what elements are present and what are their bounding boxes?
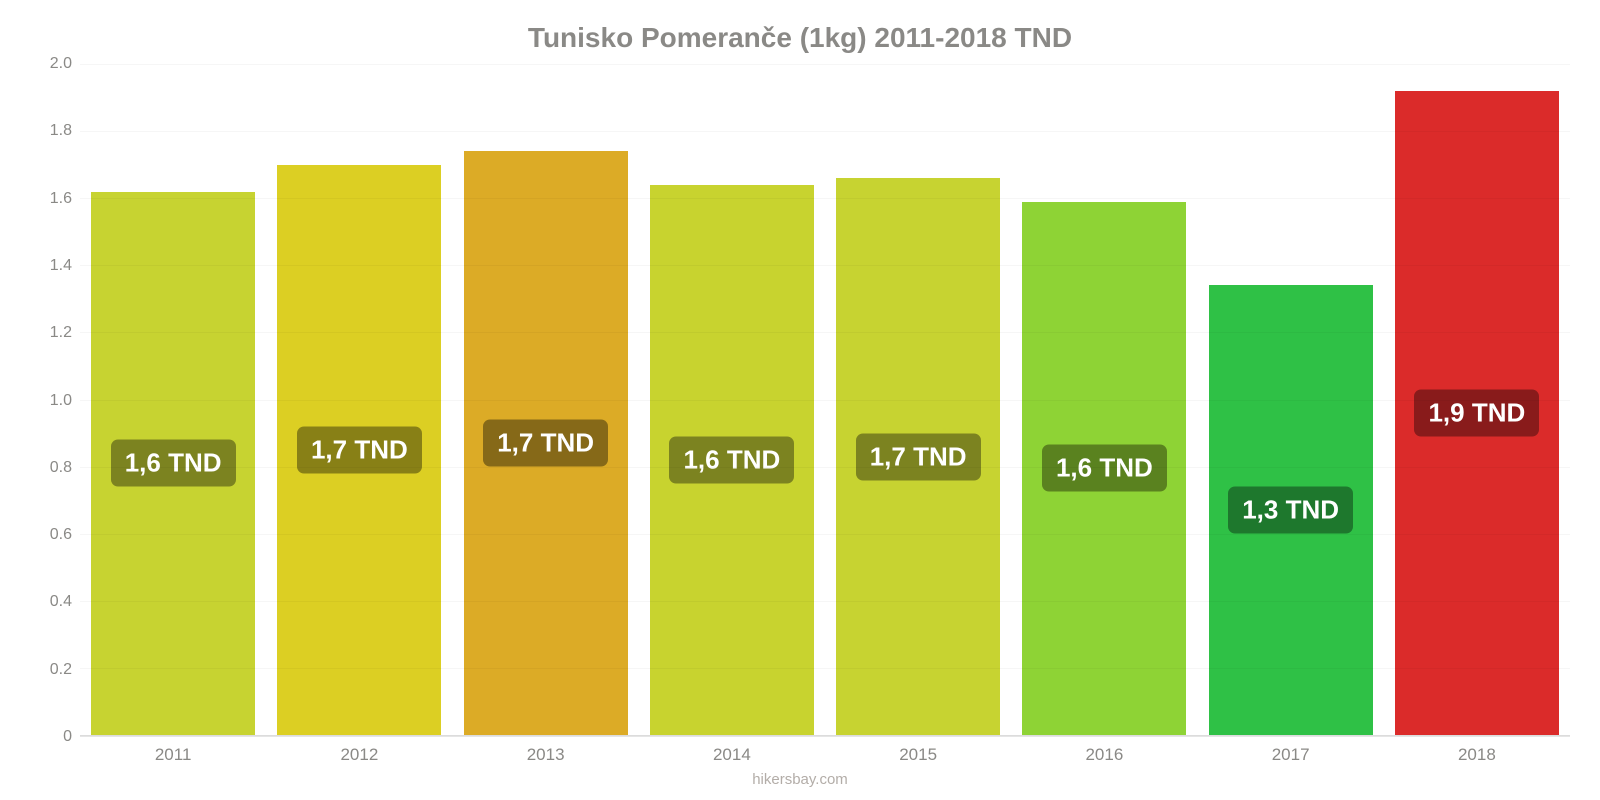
gridline	[80, 131, 1570, 132]
attribution: hikersbay.com	[0, 771, 1600, 800]
bar-value-label: 1,6 TND	[669, 436, 794, 483]
x-tick-label: 2018	[1384, 737, 1570, 771]
bar-value-label: 1,3 TND	[1228, 487, 1353, 534]
y-tick-label: 0.8	[50, 459, 72, 477]
chart-title: Tunisko Pomeranče (1kg) 2011-2018 TND	[0, 0, 1600, 64]
bar-value-label: 1,7 TND	[856, 433, 981, 480]
y-tick-label: 1.2	[50, 324, 72, 342]
x-axis: 20112012201320142015201620172018	[0, 737, 1600, 771]
gridline	[80, 64, 1570, 65]
y-axis: 00.20.40.60.81.01.21.41.61.82.0	[30, 64, 80, 737]
gridline	[80, 467, 1570, 468]
x-tick-label: 2015	[825, 737, 1011, 771]
bar: 1,7 TND	[464, 151, 628, 735]
gridline	[80, 601, 1570, 602]
bar-value-label: 1,6 TND	[111, 440, 236, 487]
y-tick-label: 1.0	[50, 392, 72, 410]
x-tick-label: 2016	[1011, 737, 1197, 771]
x-tick-label: 2013	[453, 737, 639, 771]
bar-chart: Tunisko Pomeranče (1kg) 2011-2018 TND 0 0…	[0, 0, 1600, 800]
plot-row: 00.20.40.60.81.01.21.41.61.82.0 1,6 TND1…	[0, 64, 1600, 737]
bar: 1,7 TND	[277, 165, 441, 735]
y-tick-label: 1.6	[50, 190, 72, 208]
gridline	[80, 668, 1570, 669]
bar: 1,6 TND	[650, 185, 814, 735]
x-tick-label: 2017	[1198, 737, 1384, 771]
y-tick-label: 0.6	[50, 526, 72, 544]
y-tick-label: 1.8	[50, 122, 72, 140]
bar: 1,7 TND	[836, 178, 1000, 735]
bar-value-label: 1,9 TND	[1414, 389, 1539, 436]
gridline	[80, 735, 1570, 736]
gridline	[80, 198, 1570, 199]
y-tick-label: 0.4	[50, 593, 72, 611]
gridline	[80, 265, 1570, 266]
y-tick-label: 2.0	[50, 55, 72, 73]
x-tick-label: 2014	[639, 737, 825, 771]
bar-value-label: 1,6 TND	[1042, 445, 1167, 492]
bar: 1,6 TND	[1022, 202, 1186, 735]
bar: 1,9 TND	[1395, 91, 1559, 735]
y-tick-label: 1.4	[50, 257, 72, 275]
x-tick-label: 2011	[80, 737, 266, 771]
gridline	[80, 400, 1570, 401]
gridline	[80, 534, 1570, 535]
gridline	[80, 332, 1570, 333]
y-tick-label: 0.2	[50, 661, 72, 679]
bar-value-label: 1,7 TND	[483, 420, 608, 467]
plot-area: 1,6 TND 1,7 TND 1,7 TND 1,6 TND 1,7 TND 1,6 T…	[80, 64, 1570, 737]
y-tick-label: 0	[63, 728, 72, 746]
bar: 1,6 TND	[91, 192, 255, 736]
x-tick-label: 2012	[266, 737, 452, 771]
